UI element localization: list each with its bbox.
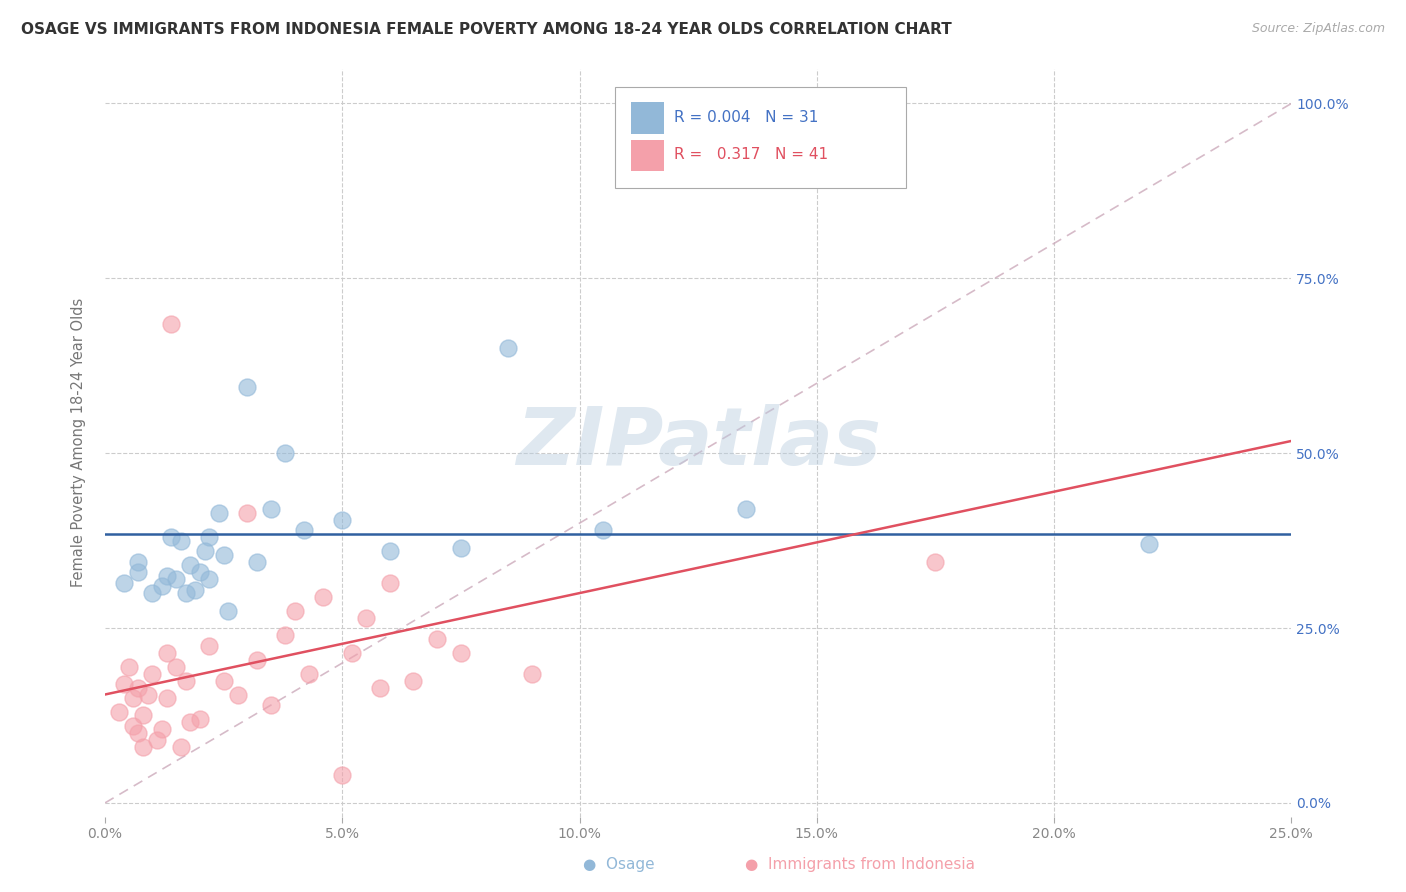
- Point: [170, 533, 193, 548]
- Point: [734, 502, 756, 516]
- Point: [260, 698, 283, 712]
- Point: [122, 691, 145, 706]
- Point: [141, 586, 163, 600]
- Point: [378, 575, 401, 590]
- Point: [156, 568, 179, 582]
- Point: [141, 666, 163, 681]
- Point: [108, 705, 131, 719]
- Point: [174, 673, 197, 688]
- Point: [179, 558, 201, 573]
- Text: ●  Osage: ● Osage: [583, 857, 655, 872]
- Point: [378, 544, 401, 558]
- Point: [330, 513, 353, 527]
- Point: [112, 575, 135, 590]
- Point: [122, 719, 145, 733]
- Point: [274, 628, 297, 642]
- Point: [112, 677, 135, 691]
- Point: [208, 506, 231, 520]
- Text: Source: ZipAtlas.com: Source: ZipAtlas.com: [1251, 22, 1385, 36]
- Point: [132, 708, 155, 723]
- Point: [127, 565, 149, 579]
- Point: [198, 572, 221, 586]
- Point: [924, 555, 946, 569]
- Point: [368, 681, 391, 695]
- Point: [136, 688, 159, 702]
- Point: [156, 646, 179, 660]
- Point: [450, 541, 472, 555]
- Point: [179, 715, 201, 730]
- Point: [188, 712, 211, 726]
- Point: [198, 639, 221, 653]
- FancyBboxPatch shape: [630, 140, 664, 171]
- Point: [520, 666, 543, 681]
- FancyBboxPatch shape: [630, 103, 664, 134]
- Point: [298, 666, 321, 681]
- Point: [118, 659, 141, 673]
- Point: [498, 341, 520, 355]
- Point: [236, 380, 259, 394]
- Point: [246, 555, 269, 569]
- Point: [132, 739, 155, 754]
- Point: [156, 691, 179, 706]
- Point: [165, 659, 187, 673]
- Point: [217, 603, 239, 617]
- Point: [260, 502, 283, 516]
- Text: OSAGE VS IMMIGRANTS FROM INDONESIA FEMALE POVERTY AMONG 18-24 YEAR OLDS CORRELAT: OSAGE VS IMMIGRANTS FROM INDONESIA FEMAL…: [21, 22, 952, 37]
- Point: [246, 652, 269, 666]
- Point: [292, 523, 315, 537]
- Point: [450, 646, 472, 660]
- Point: [212, 673, 235, 688]
- Text: R =   0.317   N = 41: R = 0.317 N = 41: [675, 147, 828, 162]
- Point: [330, 768, 353, 782]
- Y-axis label: Female Poverty Among 18-24 Year Olds: Female Poverty Among 18-24 Year Olds: [72, 298, 86, 587]
- Point: [127, 726, 149, 740]
- Point: [150, 723, 173, 737]
- Point: [226, 688, 249, 702]
- Point: [150, 579, 173, 593]
- Point: [170, 739, 193, 754]
- Point: [188, 565, 211, 579]
- Point: [402, 673, 425, 688]
- Point: [174, 586, 197, 600]
- FancyBboxPatch shape: [614, 87, 905, 188]
- Point: [160, 530, 183, 544]
- Point: [312, 590, 335, 604]
- Text: R = 0.004   N = 31: R = 0.004 N = 31: [675, 110, 818, 125]
- Point: [426, 632, 449, 646]
- Point: [1137, 537, 1160, 551]
- Point: [274, 446, 297, 460]
- Point: [127, 555, 149, 569]
- Text: ●  Immigrants from Indonesia: ● Immigrants from Indonesia: [745, 857, 976, 872]
- Text: ZIPatlas: ZIPatlas: [516, 404, 880, 482]
- Point: [340, 646, 363, 660]
- Point: [236, 506, 259, 520]
- Point: [284, 603, 307, 617]
- Point: [127, 681, 149, 695]
- Point: [194, 544, 217, 558]
- Point: [146, 733, 169, 747]
- Point: [160, 317, 183, 331]
- Point: [212, 548, 235, 562]
- Point: [184, 582, 207, 597]
- Point: [165, 572, 187, 586]
- Point: [354, 610, 377, 624]
- Point: [592, 523, 614, 537]
- Point: [198, 530, 221, 544]
